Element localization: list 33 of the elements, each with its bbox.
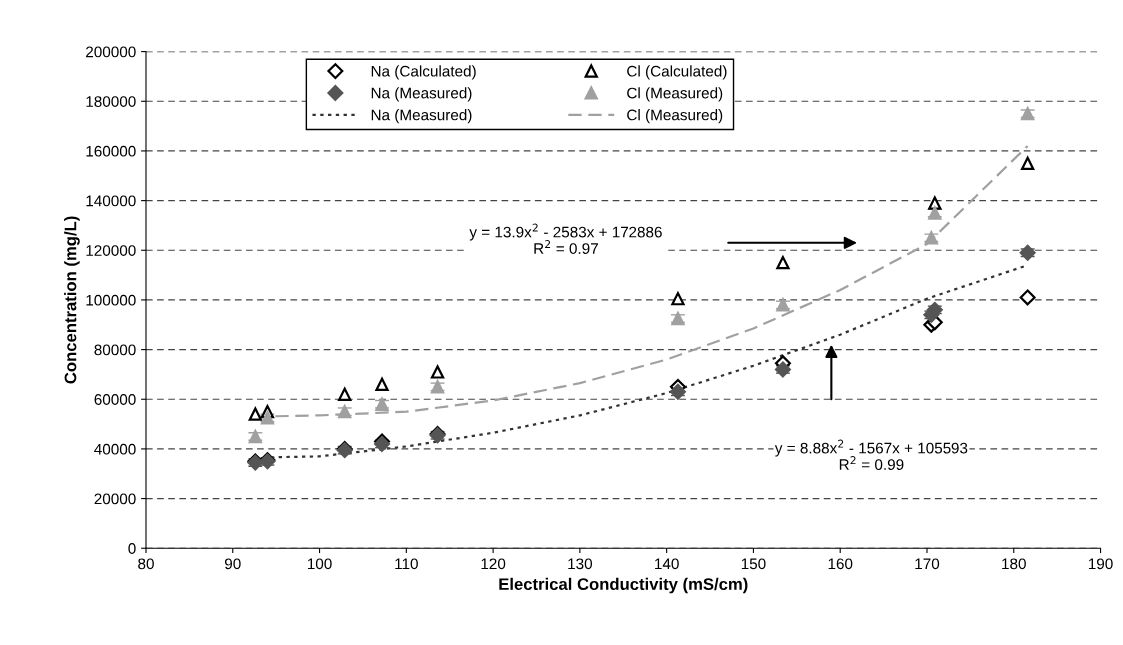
x-tick-label: 140 [655, 558, 679, 570]
x-tick-label: 160 [828, 558, 853, 570]
y-tick-label: 160000 [86, 145, 136, 157]
y-tick-label: 180000 [86, 96, 136, 107]
x-tick-label: 100 [307, 558, 332, 570]
x-tick-label: 170 [915, 558, 940, 570]
y-tick-label: 80000 [94, 344, 136, 356]
legend-label: Cl (Calculated) [627, 65, 727, 80]
y-tick-label: 120000 [86, 245, 136, 256]
x-tick-label: 180 [1002, 558, 1026, 570]
x-tick-label: 110 [395, 558, 418, 570]
legend-label: Cl (Measured) [627, 87, 723, 102]
x-tick-label: 150 [741, 558, 766, 570]
x-tick-label: 80 [138, 558, 154, 570]
x-axis-title: Electrical Conductivity (mS/cm) [499, 577, 748, 594]
x-tick-label: 190 [1088, 558, 1113, 570]
y-tick-label: 20000 [94, 493, 136, 505]
y-tick-label: 40000 [94, 443, 136, 455]
y-tick-label: 0 [128, 543, 136, 554]
y-tick-label: 60000 [94, 394, 136, 405]
x-tick-label: 130 [568, 558, 593, 570]
x-tick-label: 90 [224, 558, 241, 570]
legend-label: Cl (Measured) [627, 109, 723, 124]
y-axis-title: Concentration (mg/L) [64, 216, 80, 384]
legend-label: Na (Measured) [371, 87, 472, 102]
y-tick-label: 200000 [86, 46, 136, 58]
annotation: y = 8.88x$^{2}$ - 1567x + 105593 R$^{2}$ = 0.99 [774, 439, 968, 471]
legend-label: Na (Calculated) [371, 65, 476, 80]
y-tick-label: 140000 [86, 195, 136, 207]
y-tick-label: 100000 [86, 294, 136, 306]
annotation: y = 13.9x$^{2}$ - 2583x + 172886 R$^{2}$ = 0.97 [469, 223, 662, 254]
x-tick-label: 120 [481, 558, 506, 570]
legend-label: Na (Measured) [371, 109, 472, 124]
